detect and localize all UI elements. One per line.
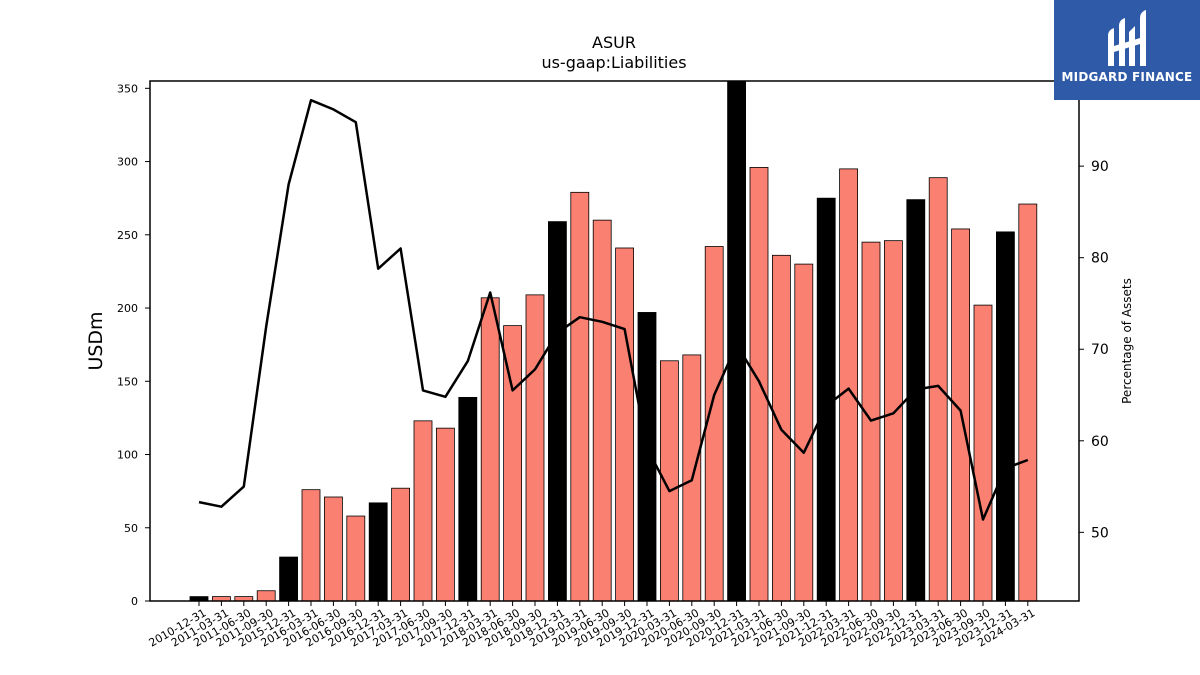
right-axis-tick-label: 70 <box>1091 342 1109 358</box>
percentage-line <box>198 98 1029 521</box>
brand-name: MIDGARD FINANCE <box>1061 70 1193 84</box>
left-axis-tick-label: 250 <box>117 229 138 242</box>
left-axis-tick-label: 200 <box>117 302 138 315</box>
bar <box>884 240 903 602</box>
bar <box>525 294 545 602</box>
left-axis-tick-label: 100 <box>117 449 138 462</box>
bar <box>615 247 634 602</box>
left-axis-tick-label: 50 <box>124 522 138 535</box>
left-axis-tick-label: 150 <box>117 375 138 388</box>
plot-frame <box>149 80 1080 602</box>
brand-logo: MIDGARD FINANCE <box>1054 0 1200 100</box>
line-layer <box>198 98 1029 521</box>
midgard-logo-icon <box>1108 10 1146 66</box>
bar <box>570 191 590 602</box>
right-axis-label: Percentage of Assets <box>1120 278 1134 404</box>
bar <box>592 219 612 602</box>
bar <box>413 420 433 602</box>
bar <box>1018 203 1038 602</box>
left-axis-label: USDm <box>85 311 107 370</box>
bar <box>279 556 299 602</box>
bar <box>458 396 478 602</box>
bar <box>480 297 500 602</box>
bar-group <box>189 80 1038 602</box>
bar <box>256 590 276 602</box>
bar <box>368 502 388 602</box>
x-axis: 2010-12-312011-03-312011-06-302011-09-30… <box>147 601 1037 650</box>
right-axis-tick-label: 80 <box>1091 251 1109 267</box>
bar <box>346 515 366 602</box>
bar <box>996 231 1015 602</box>
bar <box>973 304 993 602</box>
bar <box>794 263 814 602</box>
chart-subtitle: us-gaap:Liabilities <box>541 53 686 72</box>
chart-title: ASUR <box>592 33 636 52</box>
bar <box>928 177 948 602</box>
bar <box>906 199 926 602</box>
bar <box>727 80 746 602</box>
bar <box>548 221 567 602</box>
bar <box>637 312 657 602</box>
left-axis: 0 50 100 150 200 250 300 350 <box>117 82 150 608</box>
left-axis-tick-label: 350 <box>117 82 138 95</box>
right-axis-tick-label: 90 <box>1091 159 1109 175</box>
bar <box>839 168 858 602</box>
right-axis-tick-label: 60 <box>1091 434 1109 450</box>
bar <box>435 427 455 602</box>
bar <box>323 496 343 602</box>
bar <box>301 489 321 602</box>
right-axis-tick-label: 50 <box>1091 525 1109 541</box>
left-axis-tick-label: 0 <box>131 595 138 608</box>
bar <box>391 487 411 602</box>
right-axis: 50 60 70 80 90 <box>1079 159 1109 541</box>
left-axis-tick-label: 300 <box>117 156 138 169</box>
